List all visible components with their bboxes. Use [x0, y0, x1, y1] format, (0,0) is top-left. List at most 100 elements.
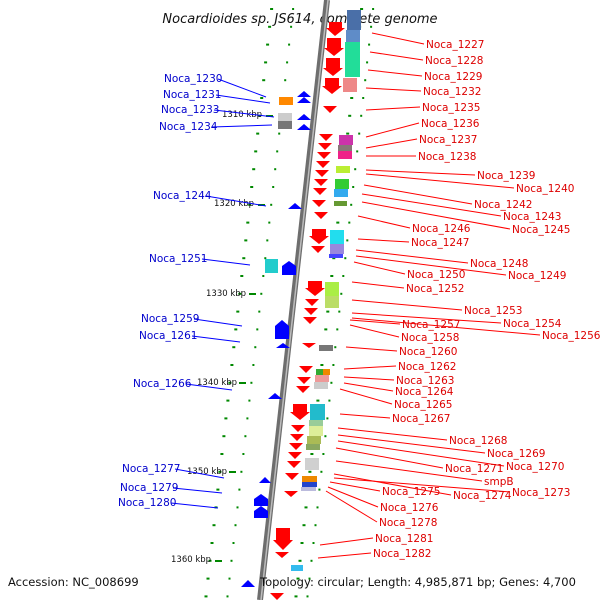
gene-arrow	[273, 528, 293, 550]
gene-label-right[interactable]: Noca_1282	[373, 548, 431, 560]
dot-mark	[350, 97, 354, 99]
dot-mark	[232, 346, 236, 349]
gene-label-right[interactable]: Noca_1247	[411, 237, 469, 249]
dot-mark	[248, 399, 251, 402]
gene-label-right[interactable]: Noca_1246	[412, 223, 471, 235]
gene-label-right[interactable]: Noca_1269	[487, 448, 545, 460]
dot-mark	[324, 435, 327, 438]
gene-label-right[interactable]: Noca_1240	[516, 183, 574, 195]
genome-backbone	[257, 0, 330, 600]
gene-arrow	[290, 434, 304, 441]
dot-mark	[248, 203, 252, 206]
gene-label-left[interactable]: Noca_1234	[159, 121, 218, 133]
gene-label-left[interactable]: Noca_1244	[153, 190, 212, 202]
leader-line	[333, 477, 511, 493]
gene-label-left[interactable]: Noca_1261	[139, 330, 197, 342]
dot-mark	[252, 168, 256, 171]
dot-mark	[206, 577, 210, 580]
gene-label-right[interactable]: Noca_1273	[512, 487, 570, 499]
gene-label-right[interactable]: Noca_1257	[402, 319, 460, 331]
feature-block	[305, 458, 319, 470]
gene-label-left[interactable]: Noca_1230	[164, 73, 222, 85]
leader-line	[333, 473, 452, 496]
gene-label-left[interactable]: Noca_1233	[161, 104, 219, 116]
gene-label-right[interactable]: Noca_1260	[399, 346, 457, 358]
feature-block	[343, 78, 357, 92]
dot-mark	[340, 292, 343, 295]
gene-label-right[interactable]: Noca_1254	[503, 318, 562, 330]
leader-line	[339, 388, 393, 405]
gene-arrow	[259, 477, 271, 483]
dot-mark	[308, 470, 312, 473]
dot-mark	[310, 453, 314, 455]
gene-label-right[interactable]: Noca_1258	[401, 332, 459, 344]
dot-mark	[254, 346, 257, 349]
gene-label-right[interactable]: Noca_1250	[407, 269, 465, 281]
gene-label-right[interactable]: Noca_1237	[419, 134, 477, 146]
gene-label-right[interactable]: Noca_1268	[449, 435, 507, 447]
gene-arrow	[254, 506, 268, 518]
gene-label-right[interactable]: Noca_1228	[425, 55, 483, 67]
gene-label-right[interactable]: Noca_1229	[424, 71, 482, 83]
gene-label-right[interactable]: Noca_1270	[506, 461, 564, 473]
gene-label-right[interactable]: Noca_1278	[379, 517, 437, 529]
gene-label-right[interactable]: Noca_1252	[406, 283, 464, 295]
dot-mark	[306, 595, 309, 598]
gene-label-right[interactable]: Noca_1249	[508, 270, 566, 282]
leader-line	[201, 258, 251, 266]
gene-label-right[interactable]: Noca_1236	[421, 118, 480, 130]
dot-mark	[264, 257, 267, 260]
gene-label-right[interactable]: Noca_1248	[470, 258, 528, 270]
leader-line	[319, 537, 374, 546]
dot-mark	[266, 43, 270, 46]
dot-mark	[260, 292, 263, 295]
leader-line	[339, 413, 391, 419]
gene-label-right[interactable]: Noca_1239	[477, 170, 535, 182]
gene-label-left[interactable]: Noca_1277	[122, 463, 180, 475]
leader-line	[329, 481, 381, 492]
gene-label-right[interactable]: Noca_1276	[380, 502, 439, 514]
dot-mark	[272, 186, 275, 188]
gene-arrow	[303, 317, 317, 324]
gene-label-right[interactable]: Noca_1274	[453, 490, 512, 502]
gene-label-left[interactable]: Noca_1231	[163, 89, 221, 101]
dot-mark	[322, 453, 325, 455]
dot-mark	[270, 8, 274, 10]
gene-label-right[interactable]: Noca_1245	[512, 224, 570, 236]
gene-label-right[interactable]: Noca_1227	[426, 39, 484, 51]
gene-label-right[interactable]: Noca_1235	[422, 102, 480, 114]
gene-label-right[interactable]: Noca_1256	[542, 330, 600, 342]
gene-label-right[interactable]: Noca_1263	[396, 375, 454, 387]
gene-label-left[interactable]: Noca_1280	[118, 497, 176, 509]
gene-label-right[interactable]: Noca_1243	[503, 211, 561, 223]
gene-arrow	[254, 494, 268, 506]
gene-label-right[interactable]: Noca_1262	[398, 361, 456, 373]
dot-mark	[314, 524, 317, 527]
gene-label-right[interactable]: Noca_1264	[395, 386, 454, 398]
leader-line	[365, 169, 476, 176]
gene-arrow	[291, 425, 305, 432]
gene-label-right[interactable]: Noca_1253	[464, 305, 522, 317]
dot-mark	[330, 275, 334, 277]
gene-label-right[interactable]: Noca_1267	[392, 413, 450, 425]
gene-label-left[interactable]: Noca_1259	[141, 313, 199, 325]
gene-arrow	[287, 461, 301, 468]
gene-label-right[interactable]: Noca_1275	[382, 486, 440, 498]
gene-label-left[interactable]: Noca_1279	[120, 482, 178, 494]
gene-label-right[interactable]: smpB	[484, 476, 514, 488]
gene-label-left[interactable]: Noca_1251	[149, 253, 207, 265]
gene-label-right[interactable]: Noca_1271	[445, 463, 503, 475]
gene-label-right[interactable]: Noca_1232	[423, 86, 481, 98]
dot-mark	[348, 221, 351, 224]
feature-block	[338, 145, 352, 151]
gene-label-right[interactable]: Noca_1238	[418, 151, 476, 163]
gene-label-left[interactable]: Noca_1266	[133, 378, 192, 390]
feature-block	[265, 259, 278, 273]
dot-mark	[354, 168, 357, 171]
feature-block	[339, 135, 353, 145]
gene-arrow	[319, 134, 333, 141]
gene-label-right[interactable]: Noca_1242	[474, 199, 532, 211]
genome-backbone-highlight	[260, 0, 329, 600]
gene-label-right[interactable]: Noca_1265	[394, 399, 452, 411]
gene-label-right[interactable]: Noca_1281	[375, 533, 433, 545]
